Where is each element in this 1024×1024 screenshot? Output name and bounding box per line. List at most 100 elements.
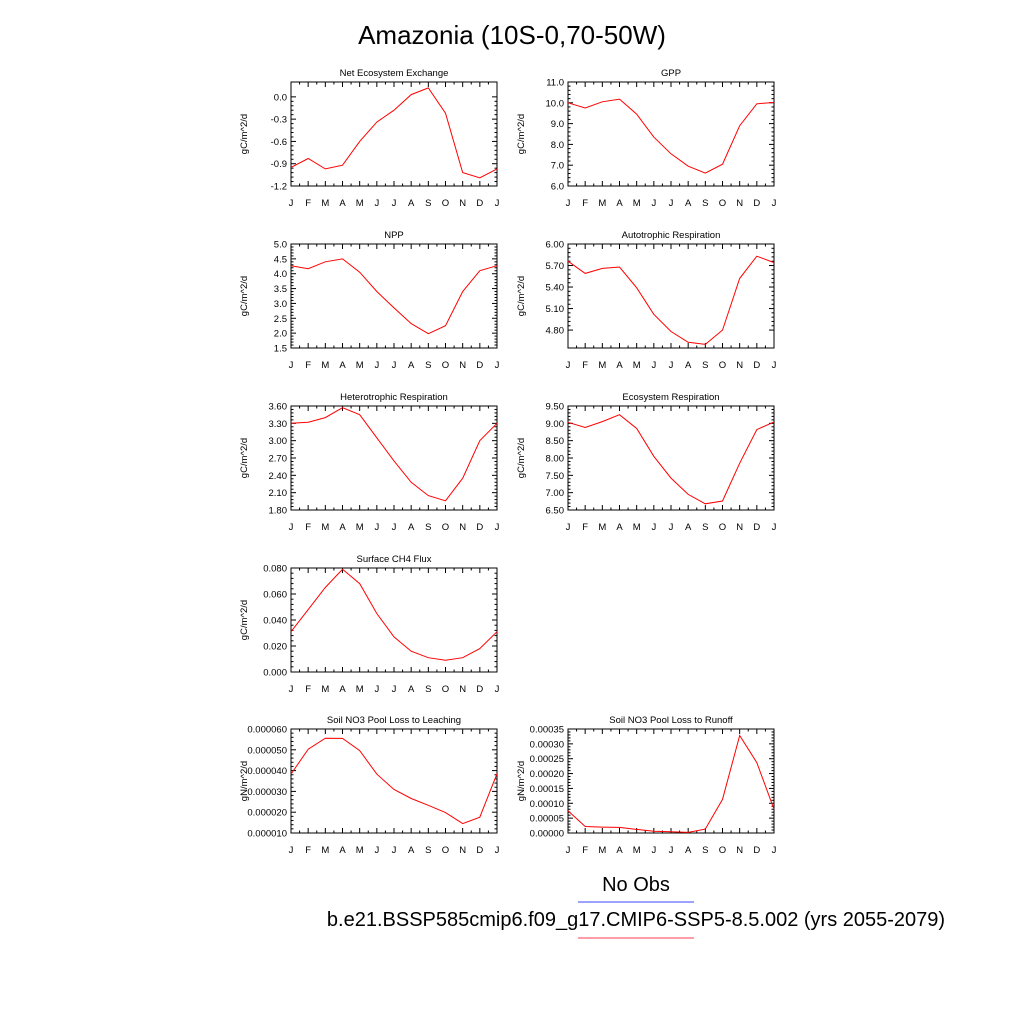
- y-tick-label: 0.080: [263, 564, 287, 575]
- x-tick-label: S: [702, 845, 708, 856]
- x-tick-label: A: [408, 684, 415, 695]
- x-tick-label: M: [321, 198, 329, 209]
- chart-title: Heterotrophic Respiration: [340, 392, 448, 403]
- x-tick-label: J: [772, 845, 777, 856]
- y-axis-label: gN/m^2/d: [516, 761, 527, 801]
- series-line: [290, 258, 498, 335]
- y-tick-label: 8.50: [546, 436, 565, 447]
- x-tick-label: J: [392, 684, 397, 695]
- x-tick-label: J: [566, 360, 571, 371]
- x-tick-label: A: [408, 198, 415, 209]
- plot-frame: [290, 81, 498, 187]
- x-tick-label: N: [736, 360, 743, 371]
- plot-frame: [567, 405, 775, 511]
- x-tick-label: M: [356, 522, 364, 533]
- y-tick-label: 0.000020: [247, 808, 287, 819]
- y-tick-label: 5.40: [546, 283, 565, 294]
- x-tick-label: N: [736, 845, 743, 856]
- x-tick-label: J: [392, 360, 397, 371]
- y-tick-label: 0.060: [263, 590, 287, 601]
- y-tick-label: 5.0: [274, 240, 287, 251]
- x-tick-label: A: [685, 198, 692, 209]
- y-tick-label: 3.30: [269, 419, 288, 430]
- x-tick-label: F: [582, 198, 588, 209]
- y-tick-label: 6.50: [546, 506, 565, 517]
- series-line: [567, 98, 775, 174]
- y-tick-label: -0.6: [271, 137, 287, 148]
- x-tick-label: A: [685, 522, 692, 533]
- y-axis-label: gC/m^2/d: [516, 438, 527, 478]
- y-tick-label: 0.000010: [247, 829, 287, 840]
- x-tick-label: J: [495, 360, 500, 371]
- y-tick-label: 10.0: [546, 98, 565, 109]
- x-tick-label: M: [356, 360, 364, 371]
- x-tick-label: O: [719, 198, 726, 209]
- x-tick-label: A: [685, 845, 692, 856]
- x-tick-label: N: [459, 198, 466, 209]
- y-axis-label: gC/m^2/d: [516, 114, 527, 154]
- x-tick-label: D: [476, 360, 483, 371]
- x-tick-label: O: [442, 198, 449, 209]
- x-tick-label: M: [598, 845, 606, 856]
- y-tick-label: 3.0: [274, 299, 287, 310]
- x-tick-label: J: [374, 198, 379, 209]
- y-tick-label: 9.50: [546, 402, 565, 413]
- x-tick-label: J: [495, 522, 500, 533]
- y-tick-label: 0.00005: [530, 814, 564, 825]
- x-tick-label: J: [772, 360, 777, 371]
- x-tick-label: N: [459, 684, 466, 695]
- x-tick-label: S: [425, 360, 431, 371]
- y-tick-label: 1.80: [269, 506, 288, 517]
- x-tick-label: N: [459, 522, 466, 533]
- series-line: [290, 407, 498, 502]
- y-tick-label: -0.3: [271, 115, 287, 126]
- x-tick-label: J: [289, 522, 294, 533]
- series-line: [290, 737, 498, 825]
- y-tick-label: 0.00030: [530, 739, 564, 750]
- x-tick-label: J: [566, 845, 571, 856]
- y-tick-label: 0.00025: [530, 754, 564, 765]
- x-tick-label: D: [476, 522, 483, 533]
- y-axis-label: gC/m^2/d: [239, 600, 250, 640]
- y-tick-label: 0.00035: [530, 725, 564, 736]
- y-tick-label: 0.000050: [247, 745, 287, 756]
- y-tick-label: 0.0: [274, 92, 287, 103]
- x-tick-label: O: [442, 522, 449, 533]
- x-tick-label: M: [356, 684, 364, 695]
- x-tick-label: M: [321, 360, 329, 371]
- y-tick-label: 9.0: [551, 119, 564, 130]
- plot-frame: [567, 728, 775, 834]
- chart-title: Net Ecosystem Exchange: [340, 68, 449, 79]
- x-tick-label: M: [633, 360, 641, 371]
- x-tick-label: S: [425, 845, 431, 856]
- chart-title: Surface CH4 Flux: [357, 554, 432, 565]
- x-tick-label: J: [374, 360, 379, 371]
- x-tick-label: M: [321, 684, 329, 695]
- y-tick-label: 2.5: [274, 314, 287, 325]
- y-tick-label: 2.10: [269, 488, 288, 499]
- x-tick-label: A: [616, 845, 623, 856]
- series-line: [290, 568, 498, 661]
- x-tick-label: J: [289, 684, 294, 695]
- x-tick-label: N: [736, 198, 743, 209]
- y-tick-label: 5.70: [546, 261, 565, 272]
- x-tick-label: J: [651, 845, 656, 856]
- y-tick-label: 4.0: [274, 269, 287, 280]
- x-tick-label: S: [702, 198, 708, 209]
- x-tick-label: M: [598, 360, 606, 371]
- x-tick-label: D: [476, 845, 483, 856]
- x-tick-label: F: [582, 360, 588, 371]
- x-tick-label: A: [339, 198, 346, 209]
- x-tick-label: S: [425, 522, 431, 533]
- x-tick-label: J: [772, 522, 777, 533]
- y-tick-label: 1.5: [274, 344, 287, 355]
- y-tick-label: 3.5: [274, 284, 287, 295]
- x-tick-label: J: [374, 845, 379, 856]
- y-tick-label: 2.40: [269, 471, 288, 482]
- x-tick-label: A: [408, 360, 415, 371]
